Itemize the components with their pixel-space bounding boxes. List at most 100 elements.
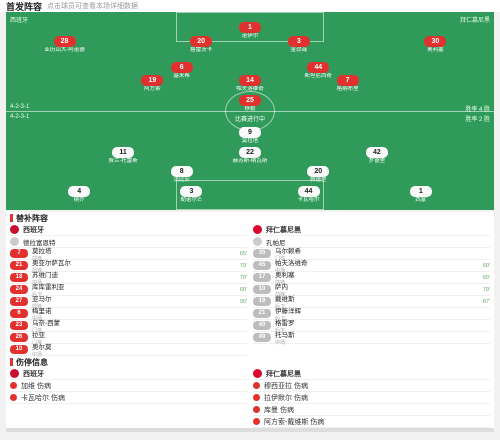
away-stats: 胜率 4 胜 <box>465 107 490 113</box>
sub-row[interactable]: 21 伊藤洋辉 后卫 <box>253 308 490 322</box>
sub-position: 中场 <box>32 316 43 322</box>
player-name: 费兰-托雷斯 <box>108 157 138 164</box>
away-player-2[interactable]: 20 格雷茨卡 <box>171 35 231 54</box>
sub-name: 乌尔赖希 <box>275 248 301 255</box>
shirt-number: 4 <box>68 186 91 198</box>
subs-title: 替补阵容 <box>16 213 48 223</box>
injury-row[interactable]: 卡瓦哈尔 伤病 <box>10 392 247 404</box>
home-player-5[interactable]: 8 法比安 <box>152 166 212 184</box>
sub-row[interactable]: 17 奥利塞 前锋 60' <box>253 272 490 286</box>
home-formation: 4-2-3-1 <box>10 114 30 120</box>
shirt-number: 1 <box>239 21 261 33</box>
sub-name: 格雷罗 <box>275 320 295 327</box>
home-player-2[interactable]: 11 费兰-托雷斯 <box>93 146 153 165</box>
sub-row[interactable]: 27 亚马尔 前锋 90' <box>10 296 247 310</box>
sub-row[interactable]: 23 乌奈-西蒙 门将 <box>10 320 247 334</box>
bayern-crest-icon <box>253 225 262 234</box>
injury-row[interactable]: 库曼 伤病 <box>253 404 490 416</box>
injury-icon <box>253 382 260 389</box>
away-player-11[interactable]: 1 诺伊尔 <box>220 21 280 40</box>
away-player-7[interactable]: 19 阿方索 <box>122 75 182 93</box>
injury-icon <box>253 394 260 401</box>
sub-row[interactable]: 19 戴维斯 后卫 87' <box>253 296 490 310</box>
shirt-number: 42 <box>365 146 388 158</box>
away-player-3[interactable]: 3 金玟哉 <box>269 35 329 54</box>
away-player-4[interactable]: 30 奥利塞 <box>405 35 465 54</box>
sub-row[interactable]: 6 梅里诺 中场 <box>10 308 247 322</box>
home-player-8[interactable]: 3 勒诺尔芒 <box>161 186 221 204</box>
injury-row[interactable]: 阿方索-戴维斯 伤病 <box>253 416 490 428</box>
injury-text: 穆西亚拉 伤病 <box>264 382 308 390</box>
away-player-5[interactable]: 6 基米希 <box>152 61 212 80</box>
player-name: 金玟哉 <box>290 46 308 53</box>
sub-name: 梅里诺 <box>32 308 52 315</box>
spain-crest-icon <box>10 225 19 234</box>
sub-row[interactable]: 21 奥亚尔萨瓦尔 前锋 79' <box>10 260 247 274</box>
sub-number: 27 <box>10 297 28 306</box>
player-name: 帕夫洛维奇 <box>236 86 264 93</box>
injury-icon <box>253 418 260 425</box>
top-penalty-box <box>176 12 324 42</box>
away-subs-team-row: 拜仁慕尼黑 <box>253 224 490 236</box>
sub-row[interactable]: 49 托马斯 中场 <box>253 332 490 346</box>
sub-name: 萨内 <box>275 284 288 291</box>
sub-row[interactable]: 10 萨内 前锋 79' <box>253 284 490 298</box>
home-player-1[interactable]: 9 莫拉塔 <box>220 126 280 145</box>
away-player-9[interactable]: 7 格纳布里 <box>318 75 378 93</box>
injury-row[interactable]: 加维 伤病 <box>10 380 247 392</box>
sub-time: 60' <box>482 262 490 269</box>
player-name: 穆勒 <box>244 106 256 113</box>
sub-row[interactable]: 45 帕夫洛维奇 中场 60' <box>253 260 490 274</box>
sub-time: 79' <box>239 274 247 281</box>
away-subs-column: 拜仁慕尼黑 孔帕尼 35 乌尔赖希 门将 45 帕夫洛维奇 中场 60' 17 奥利塞 前锋 60'… <box>253 224 490 356</box>
sub-position: 前锋 <box>32 304 43 310</box>
sub-number: 10 <box>253 285 271 294</box>
home-injuries-team-row: 西班牙 <box>10 368 247 380</box>
sub-position: 前锋 <box>32 268 43 274</box>
home-player-9[interactable]: 44 卡瓦哈尔 <box>279 186 339 204</box>
sub-row[interactable]: 7 莫拉塔 前锋 65' <box>10 248 247 262</box>
sub-position: 中场 <box>32 280 43 286</box>
player-name: 勒诺尔芒 <box>180 197 203 204</box>
home-player-7[interactable]: 4 纳乔 <box>49 186 109 204</box>
injury-text: 拉伊默尔 伤病 <box>264 394 308 402</box>
away-injuries-column: 拜仁慕尼黑 穆西亚拉 伤病 拉伊默尔 伤病 库曼 伤病 阿方索-戴维斯 伤病 <box>253 368 490 428</box>
away-player-10[interactable]: 25 穆勒 <box>220 95 280 113</box>
home-player-4[interactable]: 42 罗德里 <box>347 146 407 165</box>
player-name: 法比安 <box>173 177 190 184</box>
player-name: 赫苏斯-纳瓦斯 <box>232 157 268 164</box>
away-player-8[interactable]: 14 帕夫洛维奇 <box>220 75 280 93</box>
sub-number: 26 <box>10 333 28 342</box>
lineup-title: 首发阵容 <box>6 1 43 12</box>
player-name: 格雷茨卡 <box>190 46 213 53</box>
player-name: 阿方索 <box>144 86 161 93</box>
sub-row[interactable]: 24 库库雷利亚 后卫 60' <box>10 284 247 298</box>
away-player-1[interactable]: 28 亚历山大-阿诺德 <box>35 35 95 54</box>
home-player-6[interactable]: 20 佩德里 <box>288 166 348 184</box>
sub-name: 乌奈-西蒙 <box>32 320 61 327</box>
sub-number: 21 <box>10 261 28 270</box>
sub-number: 24 <box>10 285 28 294</box>
sub-row[interactable]: 18 苏维门迪 中场 79' <box>10 272 247 286</box>
injury-text: 库曼 伤病 <box>264 406 294 414</box>
away-player-6[interactable]: 44 斯坦尼西奇 <box>288 61 348 80</box>
sub-row[interactable]: 40 格雷罗 后卫 <box>253 320 490 334</box>
home-subs-team: 西班牙 <box>23 226 44 234</box>
home-injuries-column: 西班牙 加维 伤病 卡瓦哈尔 伤病 <box>10 368 247 428</box>
sub-time: 87' <box>482 298 490 305</box>
player-name: 亚历山大-阿诺德 <box>44 46 85 53</box>
home-player-3[interactable]: 22 赫苏斯-纳瓦斯 <box>220 146 280 165</box>
injury-row[interactable]: 拉伊默尔 伤病 <box>253 392 490 404</box>
home-player-10[interactable]: 1 西蒙 <box>391 186 451 204</box>
sub-row[interactable]: 10 奥尔莫 中场 <box>10 344 247 358</box>
sub-number: 10 <box>10 345 28 354</box>
away-formation: 4-2-3-1 <box>10 104 30 110</box>
sub-time: 65' <box>239 250 247 257</box>
sub-row[interactable]: 35 乌尔赖希 门将 <box>253 248 490 262</box>
injuries-title: 伤停信息 <box>16 357 48 367</box>
shirt-number: 44 <box>307 61 330 73</box>
football-pitch: 西班牙 拜仁慕尼黑 4-2-3-1 4-2-3-1 胜率 4 胜 胜率 2 胜 … <box>6 12 494 210</box>
sub-row[interactable]: 26 拉亚 门将 <box>10 332 247 346</box>
coach-icon <box>10 237 19 246</box>
injury-row[interactable]: 穆西亚拉 伤病 <box>253 380 490 392</box>
